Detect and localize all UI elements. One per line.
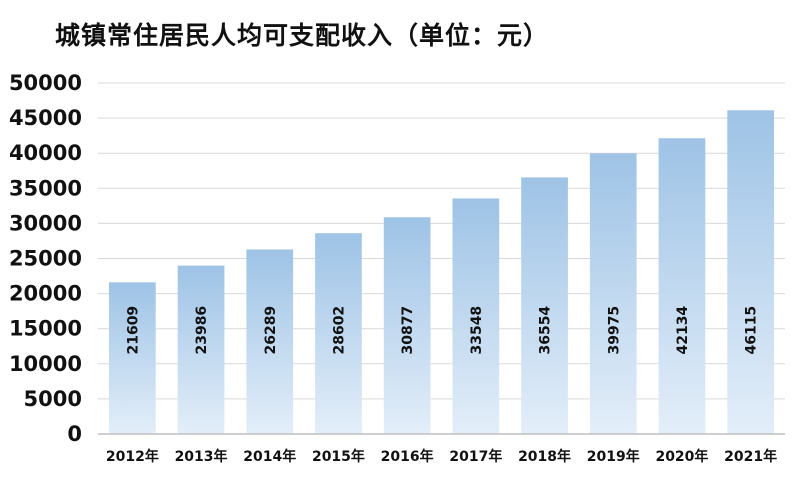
y-tick-label: 45000 <box>9 106 82 130</box>
data-label: 33548 <box>469 306 485 355</box>
x-tick-label: 2020年 <box>655 448 708 465</box>
y-tick-label: 20000 <box>9 282 82 306</box>
bar <box>727 110 775 434</box>
bar <box>315 233 362 434</box>
y-tick-label: 40000 <box>9 141 82 165</box>
bar <box>108 282 156 434</box>
x-tick-label: 2014年 <box>243 448 296 465</box>
y-tick-label: 10000 <box>9 352 82 376</box>
chart-title: 城镇常住居民人均可支配收入（单位：元） <box>55 21 550 50</box>
bar <box>521 177 568 434</box>
bar <box>452 198 500 434</box>
y-tick-label: 30000 <box>9 211 82 235</box>
bar <box>383 217 431 434</box>
data-label: 23986 <box>194 306 210 355</box>
data-label: 46115 <box>744 306 760 355</box>
x-tick-label: 2017年 <box>449 448 502 465</box>
x-tick-label: 2016年 <box>381 448 434 465</box>
bar <box>246 249 294 434</box>
y-tick-label: 35000 <box>9 176 82 200</box>
x-tick-label: 2018年 <box>518 448 571 465</box>
x-tick-label: 2015年 <box>312 448 365 465</box>
y-tick-label: 0 <box>67 422 82 446</box>
bar <box>658 138 706 435</box>
data-label: 21609 <box>125 306 141 355</box>
y-tick-label: 15000 <box>9 317 82 341</box>
data-label: 26289 <box>263 306 279 355</box>
y-tick-label: 25000 <box>9 247 82 271</box>
x-tick-label: 2013年 <box>175 448 228 465</box>
x-tick-label: 2021年 <box>724 448 777 465</box>
bar <box>177 265 225 434</box>
data-label: 36554 <box>538 306 554 355</box>
x-tick-label: 2012年 <box>106 448 159 465</box>
y-tick-label: 50000 <box>9 71 82 95</box>
data-label: 30877 <box>400 306 416 355</box>
x-tick-label: 2019年 <box>587 448 640 465</box>
data-label: 39975 <box>606 306 622 355</box>
data-label: 42134 <box>675 306 691 355</box>
bar <box>589 153 637 435</box>
y-tick-label: 5000 <box>24 387 82 411</box>
data-label: 28602 <box>331 306 347 355</box>
